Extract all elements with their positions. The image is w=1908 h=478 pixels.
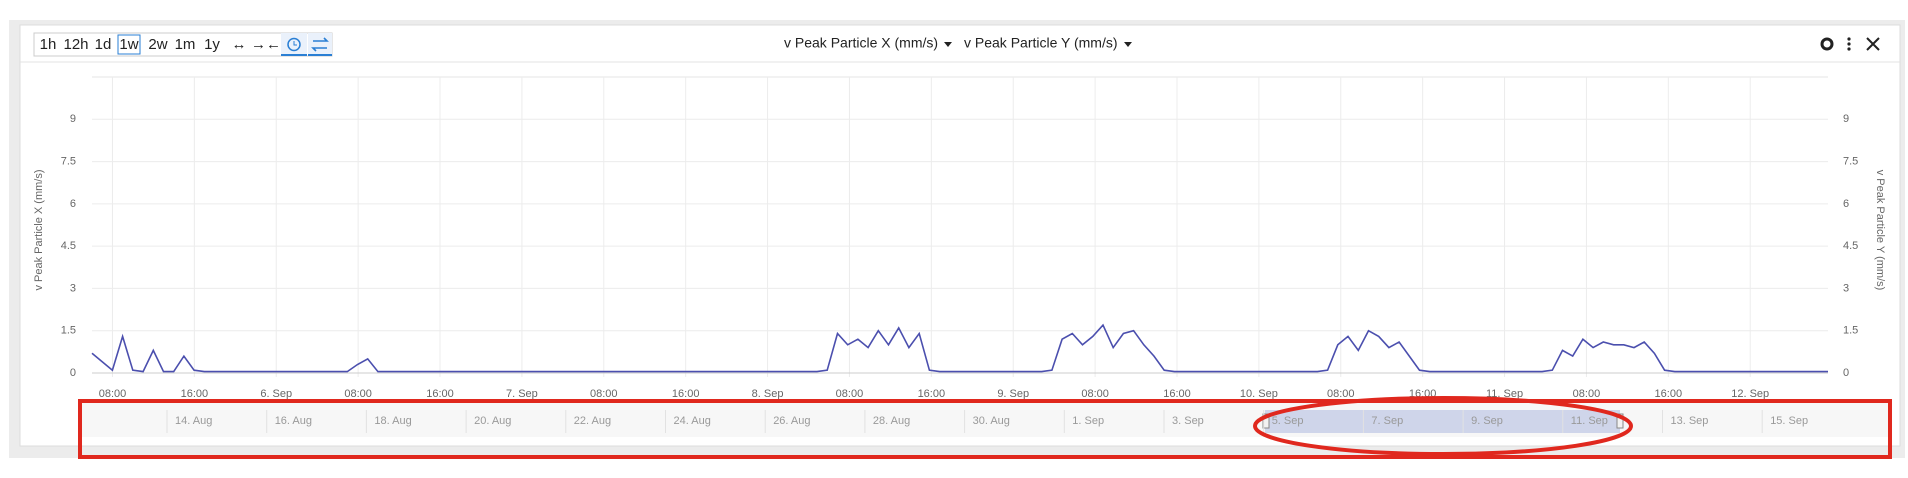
- navigator-label: 18. Aug: [374, 415, 411, 427]
- x-tick-label: 16:00: [1163, 388, 1191, 400]
- sync-button[interactable]: [308, 33, 332, 56]
- navigator-label: 7. Sep: [1371, 415, 1403, 427]
- navigator-label: 24. Aug: [674, 415, 711, 427]
- x-tick-label: 16:00: [918, 388, 946, 400]
- range-button[interactable]: 1w: [119, 36, 138, 53]
- range-button[interactable]: 12h: [63, 36, 88, 53]
- series-selector[interactable]: v Peak Particle Y (mm/s): [964, 35, 1118, 51]
- y2-tick-label: 7.5: [1843, 155, 1858, 167]
- y2-tick-label: 1.5: [1843, 325, 1858, 337]
- x-tick-label: 16:00: [181, 388, 209, 400]
- navigator-label: 1. Sep: [1072, 415, 1104, 427]
- annotation-box: [78, 399, 1892, 459]
- navigator-handle[interactable]: [1262, 413, 1270, 429]
- caret: [944, 42, 952, 47]
- x-tick-label: 10. Sep: [1240, 388, 1278, 400]
- x-tick-label: 08:00: [590, 388, 618, 400]
- annotation-ellipse: [1253, 396, 1633, 456]
- y-tick-label: 3: [70, 282, 76, 294]
- x-tick-label: 11. Sep: [1486, 388, 1523, 400]
- y2-tick-label: 4.5: [1843, 240, 1858, 252]
- range-button[interactable]: 1y: [204, 36, 220, 53]
- x-tick-label: 08:00: [1327, 388, 1355, 400]
- navigator-label: 11. Sep: [1571, 415, 1608, 427]
- navigator-handle[interactable]: [1616, 413, 1624, 429]
- x-tick-label: 08:00: [99, 388, 127, 400]
- settings-icon[interactable]: [1820, 37, 1834, 51]
- y2-tick-label: 0: [1843, 367, 1849, 379]
- navigator-label: 30. Aug: [973, 415, 1010, 427]
- x-tick-label: 16:00: [426, 388, 454, 400]
- navigator-label: 9. Sep: [1471, 415, 1503, 427]
- navigator-label: 22. Aug: [574, 415, 611, 427]
- y-tick-label: 9: [70, 113, 76, 125]
- x-tick-label: 08:00: [344, 388, 372, 400]
- y2-tick-label: 3: [1843, 282, 1849, 294]
- active-range: [117, 34, 141, 55]
- menu-icon[interactable]: [1847, 37, 1851, 51]
- y2-tick-label: 6: [1843, 198, 1849, 210]
- x-tick-label: 6. Sep: [260, 388, 292, 400]
- x-tick-label: 16:00: [1655, 388, 1683, 400]
- navigator-label: 15. Sep: [1770, 415, 1808, 427]
- y-tick-label: 4.5: [61, 240, 76, 252]
- navigator-label: 5. Sep: [1272, 415, 1304, 427]
- data-line: [91, 323, 1828, 373]
- range-button[interactable]: 1m: [175, 36, 196, 53]
- zoom-button[interactable]: ↔: [232, 36, 247, 53]
- series-selector[interactable]: v Peak Particle X (mm/s): [784, 35, 938, 51]
- navigator-label: 16. Aug: [275, 415, 312, 427]
- x-tick-label: 8. Sep: [752, 388, 784, 400]
- navigator-label: 14. Aug: [175, 415, 212, 427]
- range-button[interactable]: 2w: [148, 36, 167, 53]
- x-tick-label: 9. Sep: [997, 388, 1029, 400]
- close-icon[interactable]: [1866, 37, 1880, 51]
- x-tick-label: 16:00: [672, 388, 700, 400]
- range-button[interactable]: 1h: [40, 36, 57, 53]
- clock-button[interactable]: [281, 33, 307, 56]
- y2-axis-label: v Peak Particle Y (mm/s): [1874, 170, 1886, 291]
- x-tick-label: 08:00: [1573, 388, 1601, 400]
- navigator-label: 13. Sep: [1671, 415, 1709, 427]
- x-tick-label: 08:00: [1081, 388, 1109, 400]
- navigator-label: 26. Aug: [773, 415, 810, 427]
- navigator-label: 3. Sep: [1172, 415, 1204, 427]
- navigator-label: 28. Aug: [873, 415, 910, 427]
- card: [19, 24, 1901, 447]
- y-axis-label: v Peak Particle X (mm/s): [33, 169, 45, 290]
- y2-tick-label: 9: [1843, 113, 1849, 125]
- navigator-selection[interactable]: [1265, 410, 1620, 433]
- y-tick-label: 0: [70, 367, 76, 379]
- caret: [1124, 42, 1132, 47]
- x-tick-label: 12. Sep: [1731, 388, 1769, 400]
- y-tick-label: 1.5: [61, 325, 76, 337]
- zoom-button[interactable]: →←: [251, 36, 281, 53]
- y-tick-label: 6: [70, 198, 76, 210]
- x-tick-label: 7. Sep: [506, 388, 538, 400]
- navigator-label: 20. Aug: [474, 415, 511, 427]
- range-button[interactable]: 1d: [95, 36, 112, 53]
- x-tick-label: 08:00: [836, 388, 864, 400]
- y-tick-label: 7.5: [61, 155, 76, 167]
